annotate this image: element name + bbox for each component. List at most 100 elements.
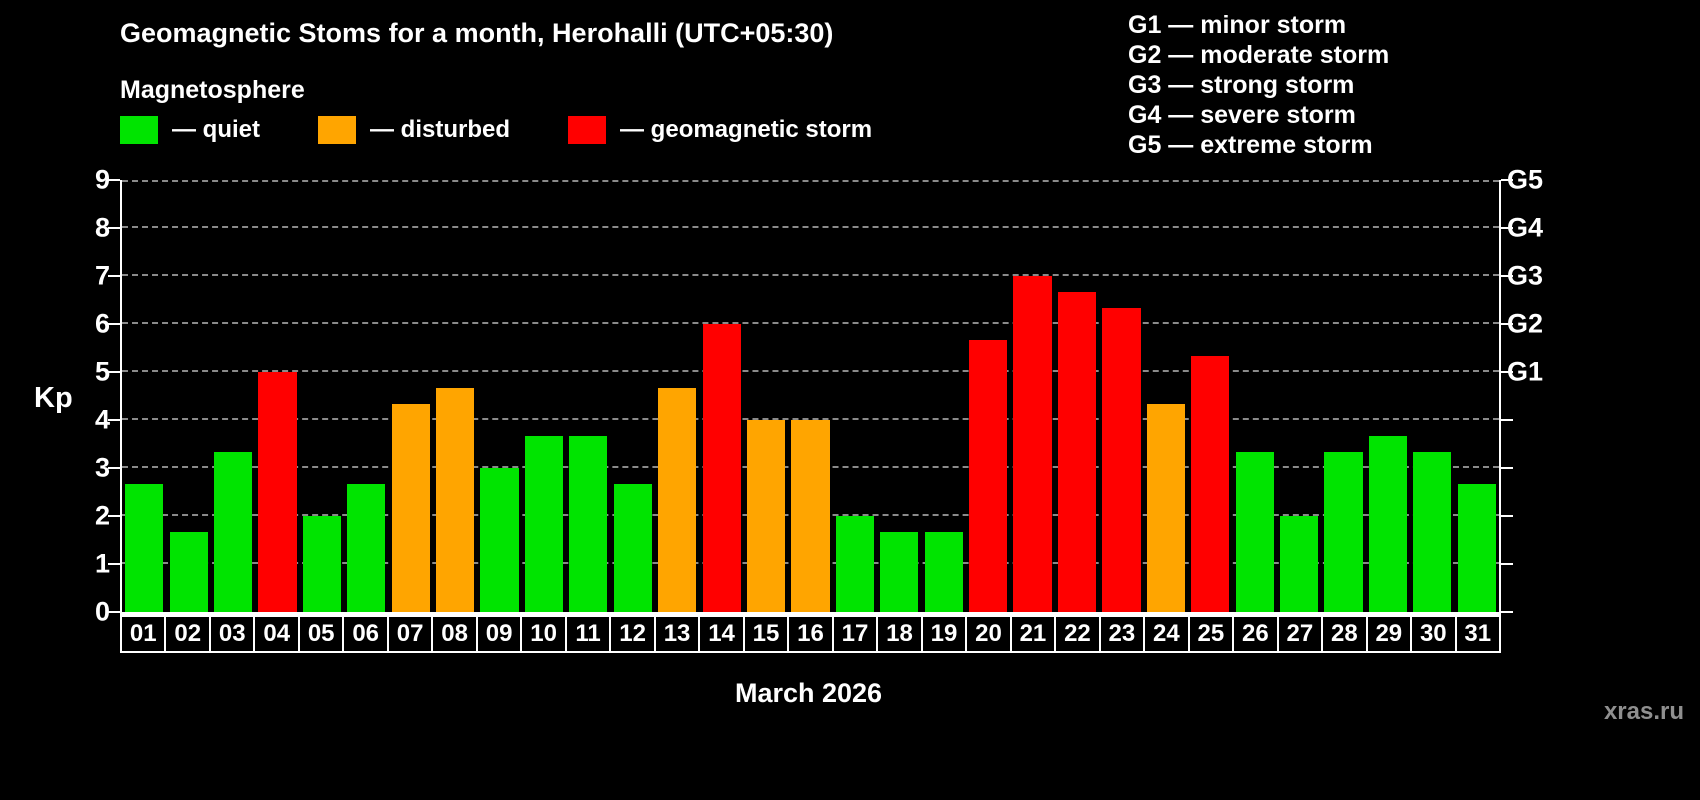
bar-day-02: [169, 531, 208, 612]
bar-day-28: [1324, 452, 1363, 612]
bar-day-14: [702, 324, 741, 612]
month-label: March 2026: [734, 678, 883, 708]
bar-day-24: [1146, 404, 1185, 612]
y-axis-title: Kp: [34, 382, 73, 414]
ytick-label-4: 4: [94, 404, 110, 435]
g-scale-label-G5: G5: [1507, 164, 1544, 195]
day-label-12: 12: [609, 615, 656, 653]
bar-day-30: [1413, 452, 1452, 612]
storm-scale-line-4: G4 — severe storm: [1128, 101, 1356, 129]
day-label-19: 19: [920, 615, 968, 653]
quiet-swatch: [120, 116, 158, 144]
day-label-22: 22: [1054, 615, 1101, 653]
legend-item-quiet: — quiet: [120, 116, 260, 144]
gridline-kp-9: [122, 180, 1499, 182]
bar-day-12: [613, 483, 652, 612]
gridline-kp-6: [122, 322, 1499, 325]
legend-item-label: — geomagnetic storm: [620, 116, 873, 143]
g-scale-label-G2: G2: [1507, 308, 1544, 339]
storm-scale-legend: G1 — minor storm G2 — moderate storm G3 — …: [1128, 10, 1389, 160]
day-label-07: 07: [386, 615, 434, 653]
ytick-mark-left-9: [108, 179, 120, 181]
bar-day-23: [1102, 308, 1141, 612]
day-label-11: 11: [564, 615, 612, 653]
chart-title: Geomagnetic Stoms for a month, Herohalli…: [120, 18, 834, 48]
bar-day-13: [658, 387, 697, 612]
ytick-label-9: 9: [94, 164, 110, 195]
ytick-mark-right-3: [1501, 467, 1513, 470]
bar-day-04: [258, 372, 297, 612]
ytick-label-8: 8: [94, 212, 110, 243]
day-label-09: 09: [475, 615, 523, 653]
day-label-20: 20: [965, 615, 1012, 653]
ytick-mark-right-6: [1501, 323, 1513, 326]
ytick-mark-left-0: [108, 611, 120, 613]
day-label-28: 28: [1321, 615, 1368, 653]
day-label-27: 27: [1276, 615, 1324, 653]
ytick-mark-left-3: [108, 467, 120, 470]
gridline-kp-5: [122, 370, 1499, 372]
bar-day-18: [880, 531, 919, 612]
bar-day-10: [524, 435, 564, 612]
legend-item-label: — quiet: [172, 116, 260, 143]
day-label-17: 17: [831, 615, 879, 653]
g-scale-label-G1: G1: [1507, 356, 1544, 387]
bar-day-11: [569, 435, 608, 612]
bar-day-25: [1191, 356, 1230, 612]
watermark: xras.ru: [1603, 698, 1684, 725]
bar-day-26: [1235, 452, 1274, 612]
ytick-label-6: 6: [94, 308, 110, 339]
storm-scale-line-1: G1 — minor storm: [1128, 11, 1347, 39]
ytick-mark-left-1: [108, 563, 120, 566]
ytick-label-1: 1: [94, 548, 110, 579]
day-label-04: 04: [253, 615, 300, 653]
ytick-mark-right-0: [1501, 611, 1513, 613]
ytick-mark-left-6: [108, 323, 120, 326]
day-label-30: 30: [1410, 615, 1457, 653]
g-scale-label-G4: G4: [1507, 212, 1544, 243]
ytick-label-2: 2: [94, 500, 110, 531]
day-label-08: 08: [431, 615, 478, 653]
bar-day-19: [924, 531, 963, 612]
day-label-03: 03: [208, 615, 256, 653]
ytick-mark-right-5: [1501, 371, 1513, 373]
bar-day-03: [213, 452, 253, 612]
day-label-29: 29: [1365, 615, 1413, 653]
bar-day-29: [1368, 435, 1408, 612]
ytick-mark-right-1: [1501, 563, 1513, 566]
storm-swatch: [568, 116, 607, 144]
bar-day-16: [791, 420, 830, 612]
day-label-06: 06: [342, 615, 389, 653]
bar-day-27: [1280, 516, 1319, 612]
ytick-mark-left-5: [108, 371, 120, 373]
disturbed-swatch: [318, 116, 356, 144]
legend-item-disturbed: — disturbed: [318, 116, 510, 144]
ytick-mark-right-2: [1501, 515, 1513, 518]
bar-day-08: [436, 387, 475, 612]
day-label-14: 14: [698, 615, 745, 653]
legend-item-label: — disturbed: [370, 116, 511, 143]
day-label-26: 26: [1232, 615, 1279, 653]
bar-day-09: [480, 468, 519, 612]
bar-day-20: [969, 339, 1008, 612]
ytick-label-0: 0: [94, 596, 110, 627]
storm-scale-line-2: G2 — moderate storm: [1128, 41, 1390, 69]
gridline-kp-7: [122, 274, 1499, 276]
day-label-21: 21: [1009, 615, 1057, 653]
storm-scale-line-3: G3 — strong storm: [1128, 71, 1355, 99]
ytick-mark-left-7: [108, 275, 120, 277]
day-label-02: 02: [164, 615, 211, 653]
ytick-mark-right-4: [1501, 419, 1513, 422]
day-label-05: 05: [297, 615, 345, 653]
plot-area: 0 1 2 3 4 5 6 7 8 9 G1 G2 G3 G4 G5: [95, 166, 1543, 625]
ytick-mark-left-4: [108, 419, 120, 422]
ytick-label-3: 3: [94, 452, 110, 483]
day-axis: 01 02 03 04 05 06 07 08 09 10 11 12 13 14 15 16 17 18 19 20…: [120, 615, 1502, 653]
gridline-kp-4: [122, 418, 1499, 420]
ytick-label-5: 5: [94, 356, 110, 387]
ytick-mark-right-7: [1501, 275, 1513, 277]
ytick-mark-left-2: [108, 515, 120, 518]
bar-day-07: [391, 404, 430, 612]
bar-day-21: [1013, 276, 1052, 612]
bar-day-05: [302, 516, 341, 612]
